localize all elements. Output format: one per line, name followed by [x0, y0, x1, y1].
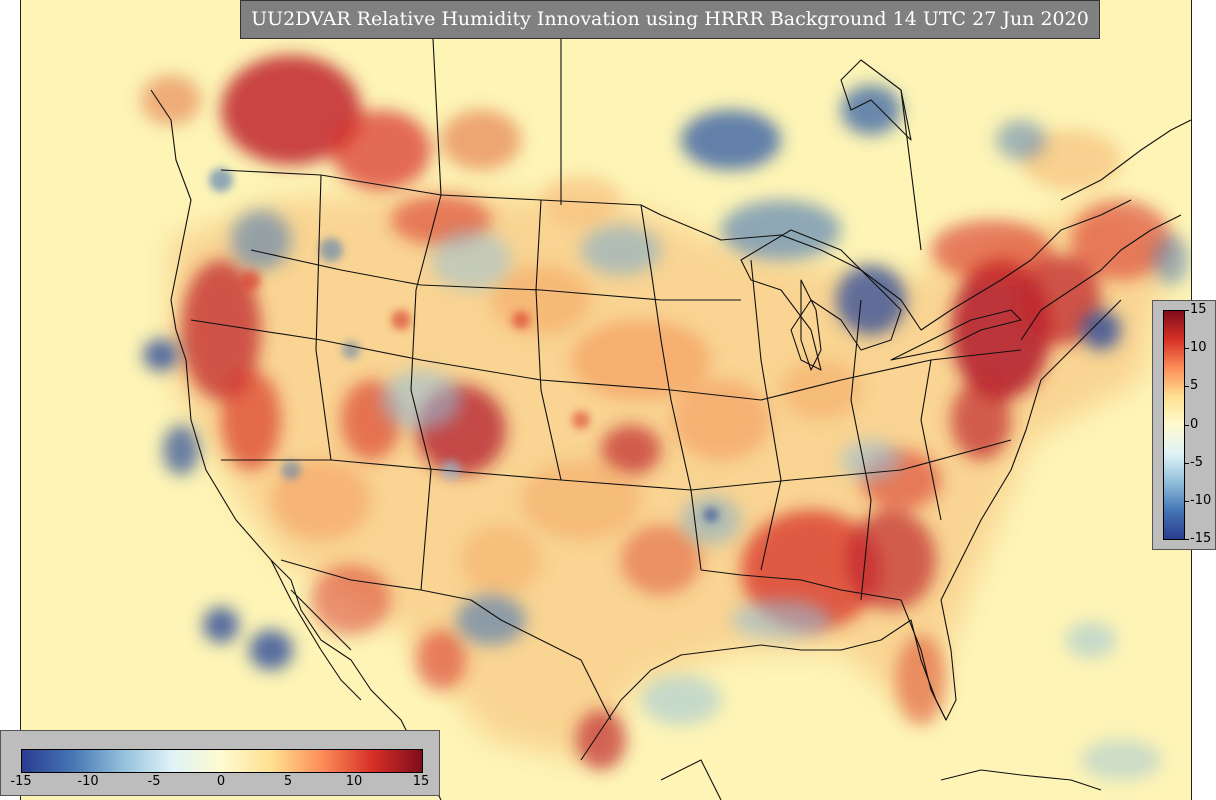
vtick-label: -10: [1190, 493, 1212, 508]
state-line-11: [700, 569, 902, 601]
humidity-speckle: [209, 168, 719, 523]
vtickmark: [1185, 501, 1189, 502]
state-line-9: [850, 299, 872, 601]
vtickmark: [1185, 386, 1189, 387]
htick-label: -5: [147, 774, 161, 789]
state-line-5: [250, 249, 741, 301]
state-line-4: [640, 204, 702, 571]
htick-label: 10: [345, 774, 363, 789]
vtickmark: [1185, 310, 1189, 311]
vtickmark: [1185, 539, 1189, 540]
state-line-8: [750, 259, 782, 571]
yucatan: [660, 759, 722, 800]
state-line-6: [190, 319, 1022, 401]
humidity-blobs-orange: [271, 130, 1121, 595]
vtick-label: -5: [1190, 455, 1203, 470]
horizontal-colorbar-gradient: [21, 749, 423, 773]
land-tint: [171, 190, 1171, 760]
horizontal-colorbar: -15 -10 -5 0 5 10 15: [0, 730, 440, 796]
vtick-label: 10: [1190, 340, 1207, 355]
florida: [900, 599, 947, 721]
htick-label: -10: [77, 774, 99, 789]
state-line-7: [221, 439, 1012, 491]
lake-erie-ontario: [890, 309, 1022, 361]
vtickmark: [1185, 425, 1189, 426]
northeast-coast: [1020, 214, 1182, 341]
vtickmark: [1185, 348, 1189, 349]
vtick-label: 0: [1190, 417, 1199, 432]
canada-us-border: [220, 169, 1132, 331]
humidity-field: [171, 190, 1171, 760]
state-line-3: [535, 199, 562, 481]
state-line-10: [920, 359, 942, 521]
vtickmark: [1185, 463, 1189, 464]
lake-michigan: [800, 279, 822, 371]
hudson-bay: [840, 59, 912, 141]
baja-peninsula: [270, 559, 362, 701]
vertical-colorbar: 15 10 5 0 -5 -10 -15: [1152, 300, 1216, 550]
vtick-label: 5: [1190, 378, 1199, 393]
vtick-label: -15: [1190, 531, 1212, 546]
htick-label: 15: [412, 774, 430, 789]
canada-province-3: [900, 89, 922, 251]
state-line-2: [410, 194, 442, 591]
west-coast: [150, 89, 442, 800]
cuba-outline: [940, 769, 1102, 791]
map-area: [20, 0, 1192, 800]
map-title: UU2DVAR Relative Humidity Innovation usi…: [240, 0, 1100, 39]
htick-label: -15: [10, 774, 32, 789]
htick-label: 0: [216, 774, 226, 789]
great-lakes-outline: [740, 229, 902, 371]
gulf-of-st-lawrence: [1060, 119, 1191, 201]
map-svg: [141, 0, 1191, 800]
mexico-border: [280, 559, 612, 721]
vtick-label: 15: [1190, 302, 1207, 317]
state-line-1: [315, 174, 332, 461]
vertical-colorbar-gradient: [1163, 310, 1185, 540]
humidity-blobs-red: [141, 55, 1171, 770]
htick-label: 5: [283, 774, 293, 789]
humidity-blobs-blue: [143, 85, 1189, 780]
map-boundaries: [150, 0, 1191, 800]
